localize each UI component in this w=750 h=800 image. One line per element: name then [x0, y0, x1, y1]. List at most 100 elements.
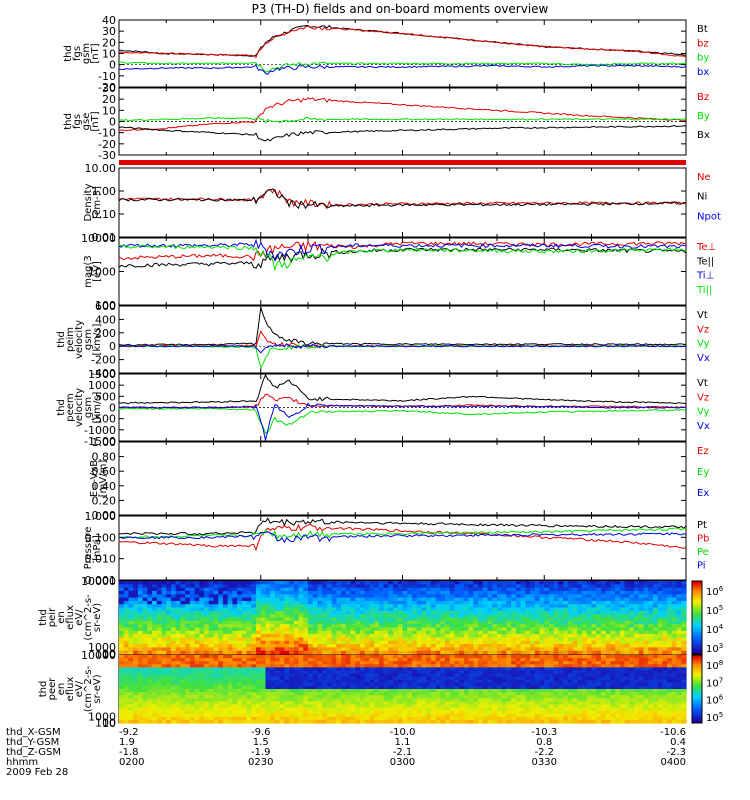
spectrogram-cell: [284, 627, 290, 632]
spectrogram-cell: [402, 597, 408, 602]
spectrogram-cell: [152, 587, 158, 592]
spectrogram-cell: [246, 704, 252, 709]
spectrogram-cell: [293, 581, 300, 585]
spectrogram-cell: [468, 689, 474, 693]
spectrogram-cell: [454, 650, 460, 655]
spectrogram-cell: [345, 624, 352, 629]
spectrogram-cell: [312, 710, 319, 715]
spectrogram-cell: [312, 607, 319, 612]
spectrogram-cell: [341, 710, 347, 715]
spectrogram-cell: [246, 673, 252, 678]
spectrogram-cell: [619, 650, 626, 655]
spectrogram-cell: [454, 617, 460, 622]
spectrogram-cell: [284, 692, 290, 696]
spectrogram-cell: [383, 719, 389, 724]
spectrogram-cell: [241, 630, 248, 635]
spectrogram-cell: [237, 604, 243, 609]
spectrogram-cell: [175, 664, 182, 668]
spectrogram-cell: [393, 716, 399, 721]
spectrogram-cell: [378, 624, 385, 629]
spectrogram-cell: [676, 640, 682, 645]
spectrogram-cell: [383, 607, 389, 612]
spectrogram-cell: [350, 620, 356, 625]
spectrogram-cell: [478, 597, 484, 602]
spectrogram-cell: [208, 701, 215, 706]
spectrogram-cell: [312, 620, 319, 625]
spectrogram-cell: [355, 679, 361, 684]
spectrogram-cell: [530, 620, 536, 625]
spectrogram-cell: [407, 716, 413, 721]
spectrogram-cell: [326, 670, 333, 675]
spectrogram-cell: [289, 640, 295, 645]
spectrogram-cell: [232, 655, 238, 659]
spectrogram-cell: [615, 597, 621, 602]
spectrogram-cell: [298, 647, 304, 652]
spectrogram-cell: [416, 667, 422, 672]
spectrogram-cell: [222, 637, 229, 642]
spectrogram-cell: [648, 647, 654, 652]
spectrogram-cell: [624, 617, 630, 622]
spectrogram-cell: [147, 692, 153, 696]
spectrogram-cell: [378, 584, 385, 589]
spectrogram-cell: [326, 664, 333, 668]
spectrogram-cell: [449, 640, 456, 645]
spectrogram-cell: [274, 587, 281, 592]
spectrogram-cell: [341, 610, 347, 615]
spectrogram-cell: [142, 584, 148, 589]
spectrogram-cell: [426, 673, 432, 678]
spectrogram-cell: [331, 607, 337, 612]
spectrogram-cell: [638, 594, 645, 599]
spectrogram-cell: [355, 597, 361, 602]
spectrogram-cell: [449, 682, 456, 687]
spectrogram-cell: [152, 634, 158, 639]
spectrogram-cell: [256, 670, 262, 675]
spectrogram-cell: [596, 584, 602, 589]
spectrogram-cell: [270, 695, 276, 699]
spectrogram-cell: [161, 637, 167, 642]
spectrogram-cell: [284, 607, 290, 612]
spectrogram-cell: [350, 597, 356, 602]
spectrogram-cell: [468, 679, 474, 684]
spectrogram-cell: [289, 676, 295, 681]
spectrogram-cell: [454, 581, 460, 585]
spectrogram-cell: [600, 581, 607, 585]
spectrogram-cell: [369, 664, 375, 668]
spectrogram-cell: [364, 664, 371, 668]
spectrogram-cell: [534, 624, 541, 629]
spectrogram-cell: [497, 610, 503, 615]
spectrogram-cell: [218, 600, 224, 605]
spectrogram-cell: [274, 673, 281, 678]
spectrogram-cell: [128, 590, 134, 595]
spectrogram-cell: [407, 594, 413, 599]
spectrogram-cell: [289, 620, 295, 625]
spectrogram-cell: [369, 590, 375, 595]
spectrogram-cell: [345, 667, 352, 672]
spectrogram-cell: [256, 655, 262, 659]
spectrogram-cell: [393, 667, 399, 672]
spectrogram-cell: [322, 584, 328, 589]
spectrogram-cell: [463, 716, 470, 721]
spectrogram-cell: [383, 634, 389, 639]
spectrogram-cell: [199, 594, 205, 599]
spectrogram-cell: [374, 679, 380, 684]
spectrogram-cell: [492, 617, 498, 622]
spectrogram-cell: [426, 634, 432, 639]
spectrogram-cell: [293, 647, 300, 652]
colorbar-segment: [692, 651, 702, 655]
spectrogram-cell: [525, 640, 531, 645]
spectrogram-cell: [426, 655, 432, 659]
spectrogram-cell: [383, 614, 389, 619]
spectrogram-cell: [241, 587, 248, 592]
spectrogram-cell: [492, 634, 498, 639]
spectrogram-cell: [256, 658, 262, 662]
spectrogram-cell: [359, 607, 366, 612]
spectrogram-cell: [189, 713, 196, 718]
spectrogram-cell: [662, 630, 668, 635]
spectrogram-cell: [359, 658, 366, 662]
spectrogram-cell: [265, 682, 271, 687]
spectrogram-cell: [388, 581, 394, 585]
spectrogram-cell: [482, 667, 489, 672]
spectrogram-cell: [298, 676, 304, 681]
spectrogram-cell: [142, 587, 148, 592]
spectrogram-cell: [388, 667, 394, 672]
